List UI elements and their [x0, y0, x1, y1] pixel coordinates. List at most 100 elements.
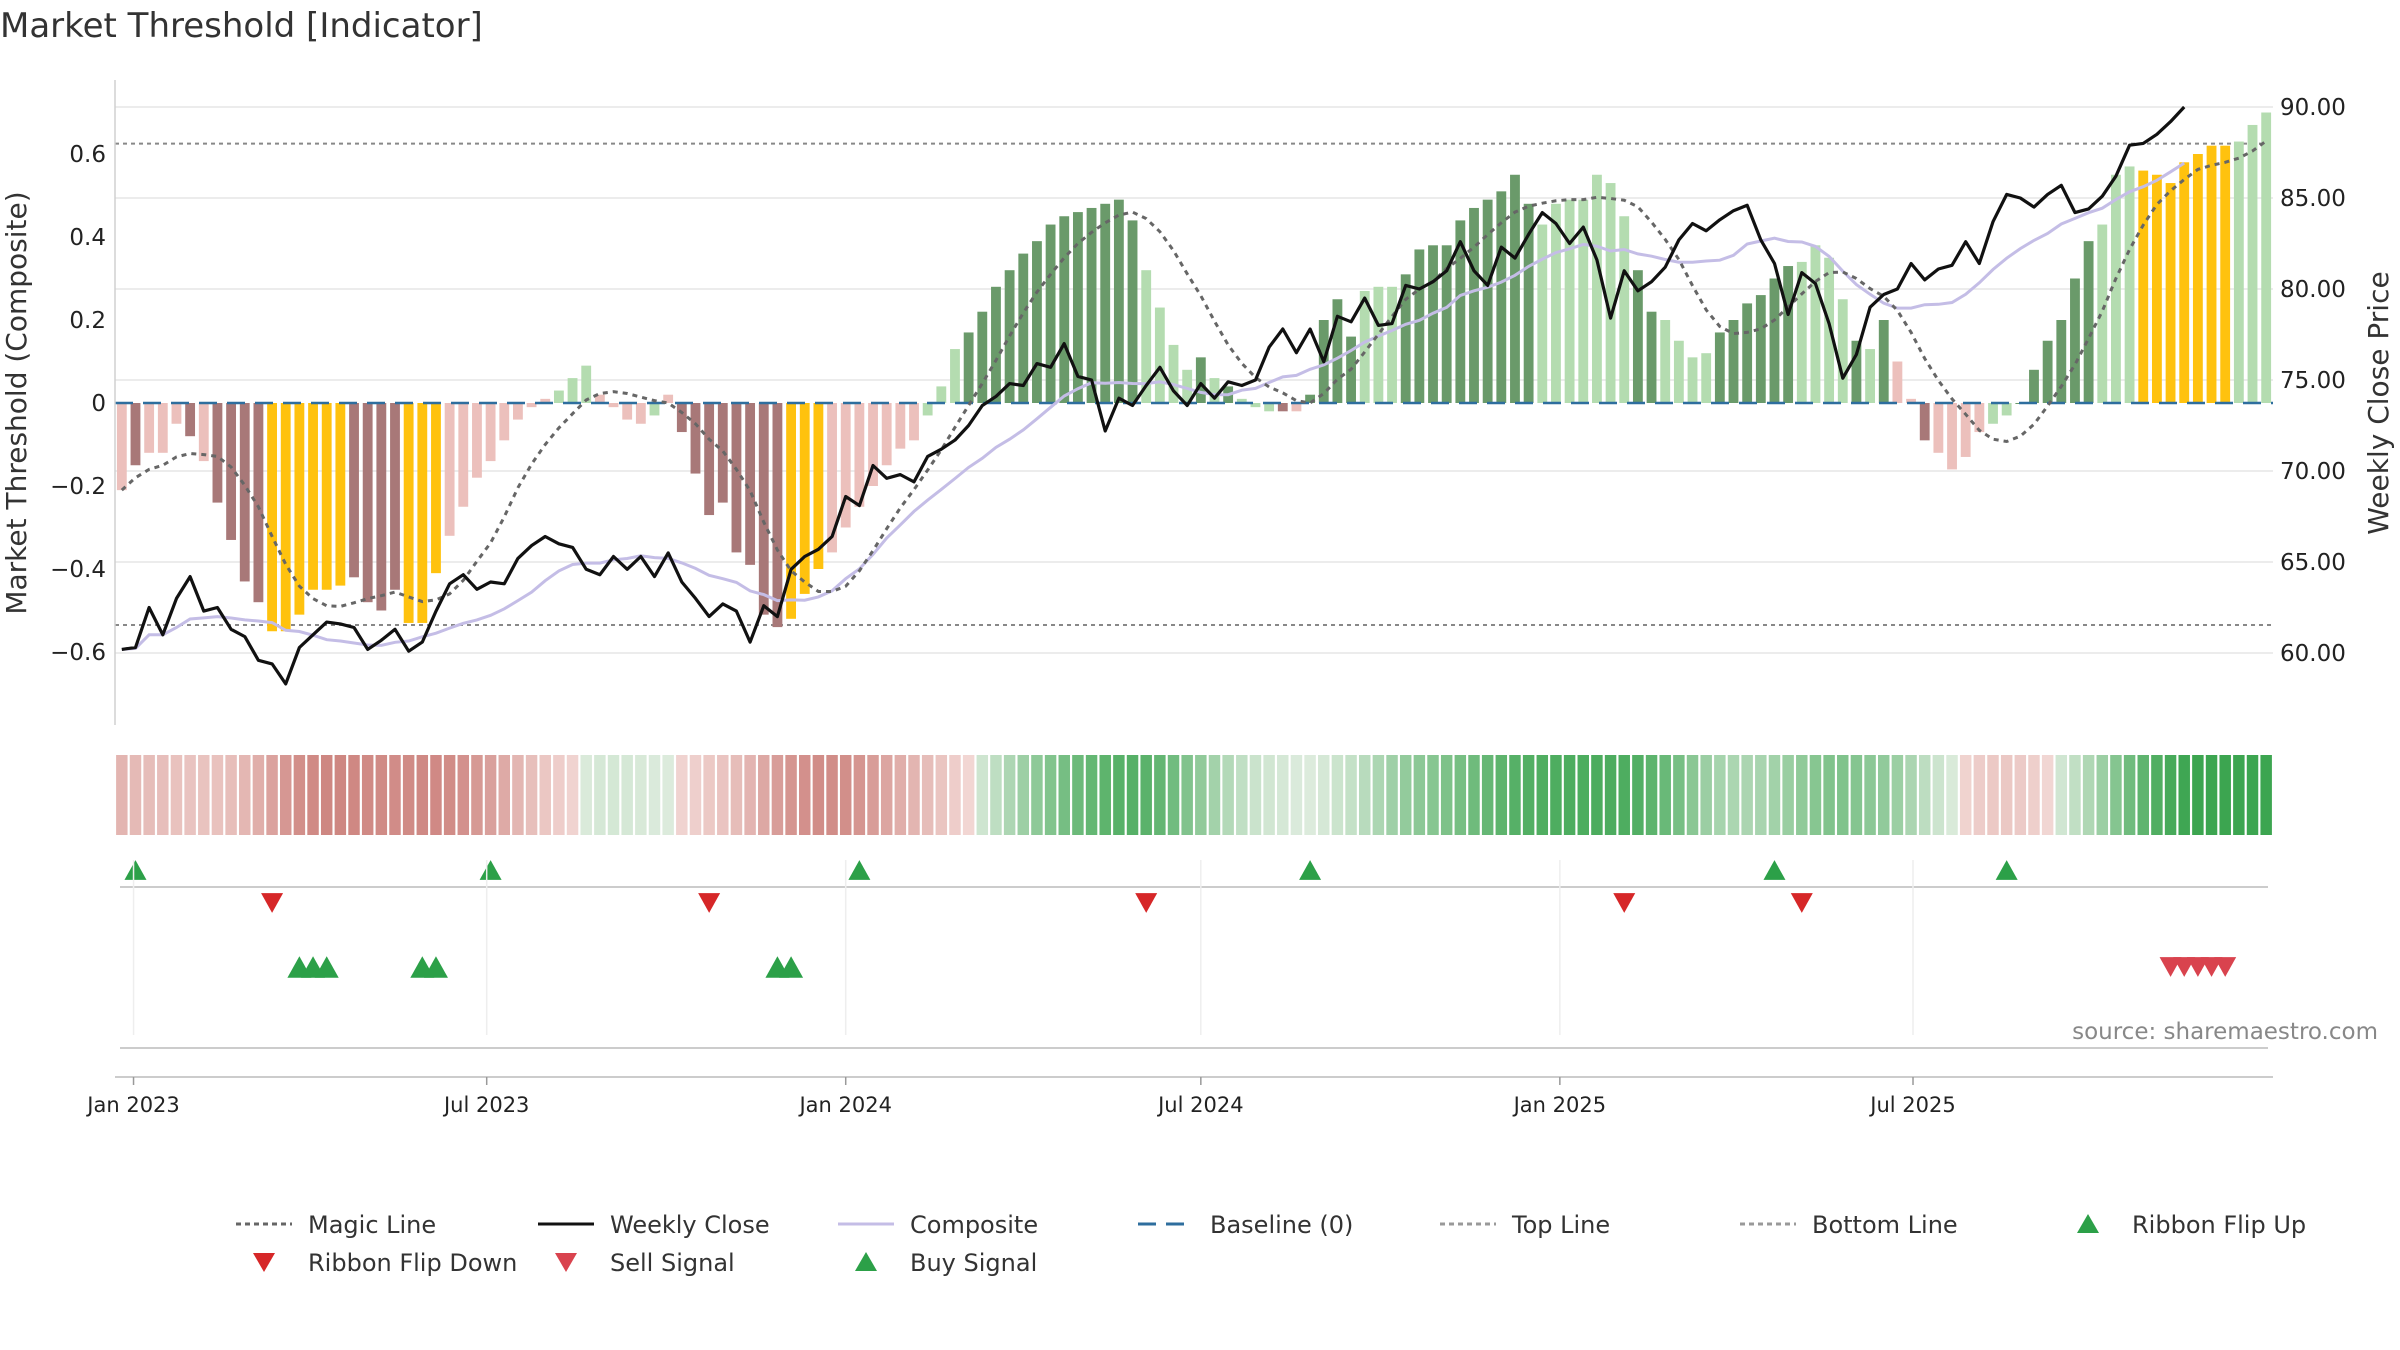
composite-bar — [2220, 145, 2231, 403]
ribbon-cell — [129, 755, 142, 835]
composite-bar — [1113, 199, 1124, 403]
buy-signal-marker — [314, 956, 339, 978]
composite-bar — [745, 403, 756, 565]
composite-bar — [2097, 224, 2108, 403]
legend-label: Composite — [910, 1211, 1038, 1239]
ribbon-cell — [949, 755, 961, 835]
ribbon-cell — [1891, 755, 1904, 835]
y-left-tick-label: 0.2 — [69, 308, 106, 334]
legend-marker — [855, 1252, 877, 1271]
y-left-tick-label: −0.2 — [50, 474, 106, 500]
composite-bar — [758, 403, 769, 615]
composite-bar — [2124, 166, 2135, 403]
composite-bar — [936, 386, 947, 403]
composite-bar — [1195, 357, 1206, 403]
legend-item: Sell Signal — [555, 1249, 735, 1277]
ribbon-cell — [758, 755, 770, 835]
composite-bar — [704, 403, 715, 516]
composite-bar — [458, 403, 469, 507]
composite-bar — [594, 394, 605, 403]
ribbon-cell — [1850, 755, 1863, 835]
ribbon-cell — [1714, 755, 1726, 835]
ribbon-cell — [2069, 755, 2081, 835]
composite-bar — [308, 403, 318, 590]
composite-bar — [868, 403, 878, 486]
composite-bar — [185, 403, 196, 437]
composite-bar — [513, 403, 523, 420]
y-right-tick-label: 90.00 — [2280, 95, 2346, 121]
ribbon-cell — [799, 755, 811, 835]
composite-bar — [1605, 183, 1616, 403]
legend-marker — [2077, 1214, 2099, 1233]
ribbon-cell — [1468, 755, 1480, 835]
ribbon-cell — [1782, 755, 1794, 835]
composite-bar — [2165, 183, 2176, 403]
ribbon-cell — [1058, 755, 1070, 835]
legend-label: Buy Signal — [910, 1249, 1037, 1277]
y-right-axis-title: Weekly Close Price — [2362, 271, 2395, 534]
composite-bar — [390, 403, 400, 590]
composite-bar — [1660, 320, 1671, 403]
ribbon-cell — [1031, 755, 1043, 835]
composite-bars — [116, 112, 2272, 632]
composite-bar — [1714, 332, 1725, 403]
ribbon-cell — [116, 755, 128, 835]
composite-bar — [171, 403, 182, 424]
magic-line — [120, 139, 2268, 608]
ribbon-cell — [1195, 755, 1207, 835]
composite-bar — [2042, 340, 2053, 403]
composite-bar — [1100, 203, 1111, 403]
composite-bar — [977, 311, 988, 403]
composite-bar — [1687, 357, 1698, 403]
y-right-tick-label: 75.00 — [2280, 368, 2346, 394]
chart-title: Market Threshold [Indicator] — [0, 6, 483, 46]
ribbon-strip — [116, 755, 2272, 835]
composite-bar — [1878, 320, 1889, 403]
legend-item: Bottom Line — [1740, 1211, 1958, 1239]
legend-label: Baseline (0) — [1210, 1211, 1353, 1239]
composite-bar — [1428, 245, 1438, 403]
ribbon-cell — [157, 755, 169, 835]
ribbon-cell — [1044, 755, 1057, 835]
composite-bar — [1059, 216, 1070, 403]
composite-bar — [676, 403, 687, 433]
ribbon-cell — [1154, 755, 1166, 835]
ribbon-cell — [1181, 755, 1193, 835]
composite-bar — [1277, 403, 1288, 412]
composite-bar — [1018, 253, 1029, 403]
ribbon-cell — [1741, 755, 1753, 835]
ribbon-cell — [935, 755, 948, 835]
y-left-tick-label: −0.4 — [50, 557, 106, 583]
ribbon-cell — [1550, 755, 1562, 835]
composite-bar — [540, 398, 551, 403]
ribbon-flip-up-marker — [124, 860, 147, 880]
axes: 0.6 0.4 0.2 0 −0.2 −0.4 −0.6 90.00 85.00 80.00 75.… — [0, 80, 2395, 725]
ribbon-cell — [1167, 755, 1180, 835]
composite-bar — [1755, 295, 1766, 403]
composite-bar — [130, 403, 141, 466]
ribbon-cell — [703, 755, 715, 835]
ribbon-cell — [2219, 755, 2231, 835]
ribbon-cell — [1208, 755, 1221, 835]
buy-signal-marker — [779, 956, 804, 978]
ribbon-cell — [1727, 755, 1740, 835]
composite-bar — [431, 403, 441, 574]
ribbon-cell — [553, 755, 565, 835]
composite-bar — [991, 286, 1001, 403]
composite-bar — [2192, 154, 2203, 403]
composite-bar — [1537, 224, 1548, 403]
composite-bar — [622, 403, 633, 420]
composite-bar — [1373, 286, 1384, 403]
composite-bar — [1728, 320, 1739, 403]
composite-bar — [1305, 394, 1316, 403]
composite-bar — [1919, 403, 1930, 441]
ribbon-cell — [785, 755, 797, 835]
ribbon-cell — [143, 755, 155, 835]
ribbon-cell — [484, 755, 497, 835]
ribbon-cell — [1673, 755, 1685, 835]
ribbon-cell — [2151, 755, 2163, 835]
ribbon-cell — [1277, 755, 1289, 835]
composite-bar — [1960, 403, 1971, 457]
ribbon-cell — [430, 755, 442, 835]
ribbon-cell — [2110, 755, 2122, 835]
